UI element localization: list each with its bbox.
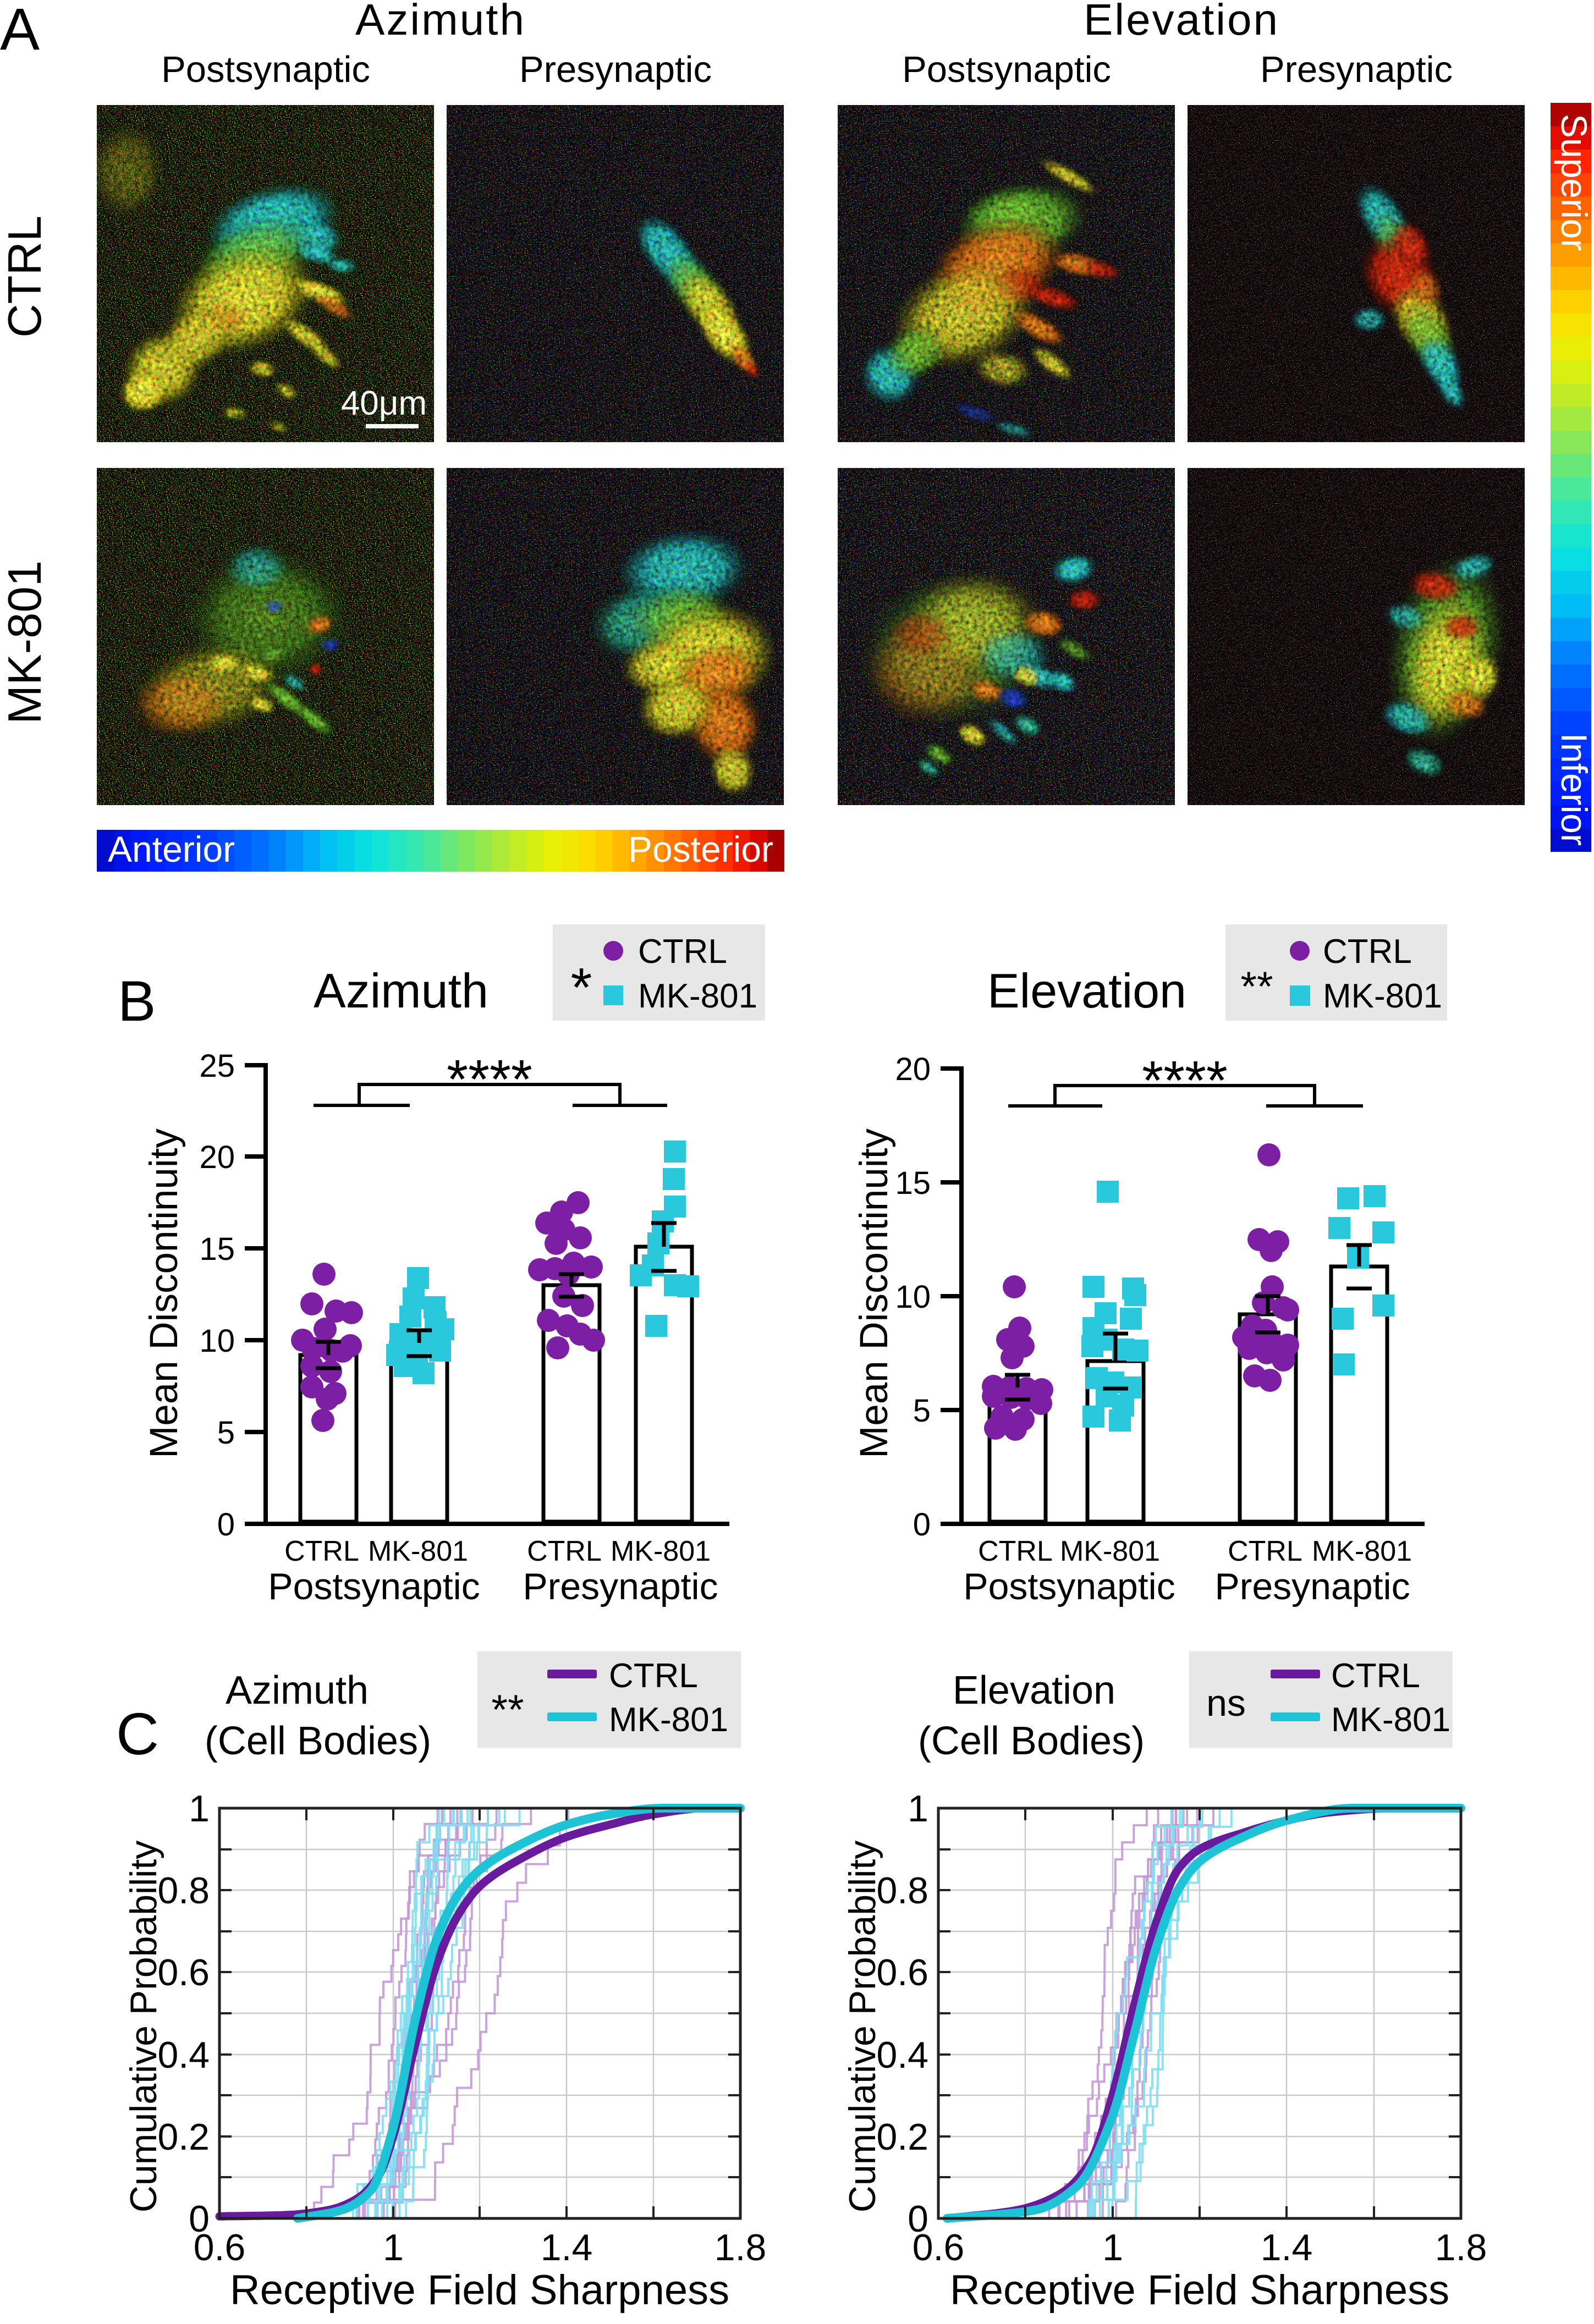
- svg-text:****: ****: [1142, 1050, 1228, 1111]
- svg-text:1: 1: [383, 2227, 404, 2268]
- svg-text:25: 25: [199, 1048, 235, 1084]
- svg-text:Elevation: Elevation: [987, 963, 1186, 1018]
- svg-text:0.4: 0.4: [157, 2034, 210, 2076]
- svg-text:MK-801: MK-801: [638, 977, 757, 1015]
- svg-text:MK-801: MK-801: [611, 1535, 711, 1567]
- svg-text:0: 0: [189, 2198, 210, 2240]
- svg-text:MK-801: MK-801: [368, 1535, 468, 1567]
- svg-text:CTRL: CTRL: [527, 1535, 602, 1567]
- svg-text:Azimuth: Azimuth: [314, 963, 488, 1018]
- svg-text:Mean Discontinuity: Mean Discontinuity: [142, 1128, 186, 1458]
- svg-text:C: C: [116, 1700, 159, 1767]
- svg-text:0.2: 0.2: [157, 2116, 210, 2158]
- svg-text:Azimuth: Azimuth: [226, 1668, 369, 1712]
- svg-text:CTRL: CTRL: [638, 933, 727, 971]
- svg-text:40μm: 40μm: [341, 384, 427, 422]
- svg-text:MK-801: MK-801: [1312, 1535, 1412, 1567]
- svg-text:15: 15: [895, 1165, 931, 1201]
- svg-text:Postsynaptic: Postsynaptic: [268, 1566, 480, 1607]
- svg-text:**: **: [491, 1687, 524, 1733]
- svg-text:CTRL: CTRL: [1228, 1535, 1302, 1567]
- svg-text:Cumulative Probability: Cumulative Probability: [123, 1841, 164, 2213]
- svg-text:0.4: 0.4: [876, 2034, 928, 2076]
- svg-text:0: 0: [908, 2198, 928, 2240]
- svg-text:20: 20: [199, 1139, 235, 1175]
- svg-text:Receptive Field Sharpness: Receptive Field Sharpness: [950, 2267, 1449, 2314]
- svg-text:Presynaptic: Presynaptic: [1214, 1566, 1410, 1607]
- svg-text:0.2: 0.2: [876, 2116, 928, 2158]
- svg-text:1.4: 1.4: [1261, 2227, 1313, 2268]
- svg-text:Cumulative Probability: Cumulative Probability: [842, 1841, 883, 2213]
- svg-text:CTRL: CTRL: [609, 1657, 698, 1695]
- svg-text:1: 1: [189, 1788, 210, 1830]
- svg-text:ns: ns: [1206, 1682, 1246, 1724]
- svg-text:1.8: 1.8: [714, 2227, 767, 2268]
- svg-text:0: 0: [217, 1507, 235, 1543]
- svg-text:0.6: 0.6: [876, 1952, 928, 1993]
- svg-text:MK-801: MK-801: [1323, 977, 1442, 1015]
- svg-text:Presynaptic: Presynaptic: [523, 1566, 718, 1607]
- svg-text:MK-801: MK-801: [609, 1701, 728, 1739]
- svg-text:0.6: 0.6: [194, 2227, 246, 2268]
- svg-text:20: 20: [895, 1051, 931, 1087]
- svg-text:CTRL: CTRL: [284, 1535, 359, 1567]
- svg-text:CTRL: CTRL: [1323, 933, 1412, 971]
- svg-text:B: B: [118, 970, 156, 1033]
- svg-text:5: 5: [217, 1415, 235, 1451]
- svg-text:Postsynaptic: Postsynaptic: [963, 1566, 1175, 1607]
- svg-text:MK-801: MK-801: [1060, 1535, 1160, 1567]
- svg-text:1.8: 1.8: [1435, 2227, 1487, 2268]
- svg-text:****: ****: [447, 1049, 532, 1110]
- svg-text:Mean Discontinuity: Mean Discontinuity: [853, 1128, 896, 1458]
- svg-text:1: 1: [1102, 2227, 1123, 2268]
- svg-text:(Cell Bodies): (Cell Bodies): [918, 1719, 1145, 1763]
- svg-text:0: 0: [913, 1507, 931, 1543]
- svg-text:15: 15: [199, 1231, 235, 1267]
- svg-text:Receptive Field Sharpness: Receptive Field Sharpness: [230, 2267, 729, 2314]
- svg-text:**: **: [1240, 963, 1273, 1010]
- svg-text:0.6: 0.6: [157, 1952, 210, 1993]
- svg-text:*: *: [571, 957, 592, 1018]
- svg-text:10: 10: [199, 1323, 235, 1359]
- svg-text:CTRL: CTRL: [978, 1535, 1053, 1567]
- svg-text:(Cell Bodies): (Cell Bodies): [205, 1719, 431, 1763]
- svg-text:MK-801: MK-801: [1331, 1701, 1450, 1739]
- svg-text:1.4: 1.4: [541, 2227, 593, 2268]
- svg-text:Elevation: Elevation: [953, 1668, 1115, 1712]
- svg-text:10: 10: [895, 1279, 931, 1315]
- svg-text:1: 1: [908, 1788, 928, 1830]
- svg-text:CTRL: CTRL: [1331, 1657, 1420, 1695]
- svg-text:5: 5: [913, 1393, 931, 1429]
- svg-text:0.8: 0.8: [876, 1870, 928, 1912]
- svg-text:0.6: 0.6: [913, 2227, 965, 2268]
- svg-text:0.8: 0.8: [157, 1870, 210, 1912]
